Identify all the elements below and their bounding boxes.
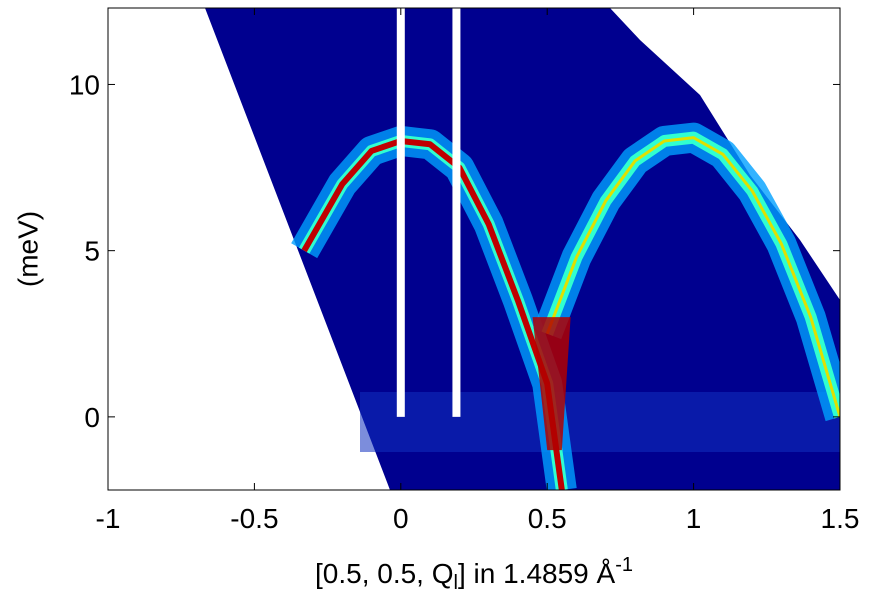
x-tick-label: 0.5 <box>528 503 567 534</box>
y-tick-label: 5 <box>84 236 100 267</box>
peak-region <box>532 317 571 451</box>
x-tick-label: -1 <box>96 503 121 534</box>
x-tick-label: -0.5 <box>230 503 278 534</box>
x-tick-label: 1.5 <box>821 503 860 534</box>
x-tick-label: 1 <box>686 503 702 534</box>
x-tick-label: 0 <box>393 503 409 534</box>
detector-gap <box>396 8 405 417</box>
x-label-sup: -1 <box>615 554 633 576</box>
dispersion-branch <box>545 136 840 418</box>
axes-frame <box>107 7 841 491</box>
y-axis-label: (meV) <box>12 211 43 287</box>
y-tick-label: 10 <box>69 69 100 100</box>
y-tick-label: 0 <box>84 402 100 433</box>
ticks: -1 -0.5 0 0.5 1 1.5 0 5 10 <box>69 8 860 534</box>
plot-area <box>205 8 840 490</box>
x-label-sub: l <box>454 572 458 594</box>
x-label-text: [0.5, 0.5, Q <box>315 558 454 589</box>
x-axis-label: [0.5, 0.5, Ql] in 1.4859 Å-1 <box>315 554 633 594</box>
dispersion-branch <box>301 137 565 490</box>
x-label-rest: ] in 1.4859 Å <box>458 558 616 589</box>
elastic-band <box>360 392 840 452</box>
detector-gap <box>452 8 461 417</box>
